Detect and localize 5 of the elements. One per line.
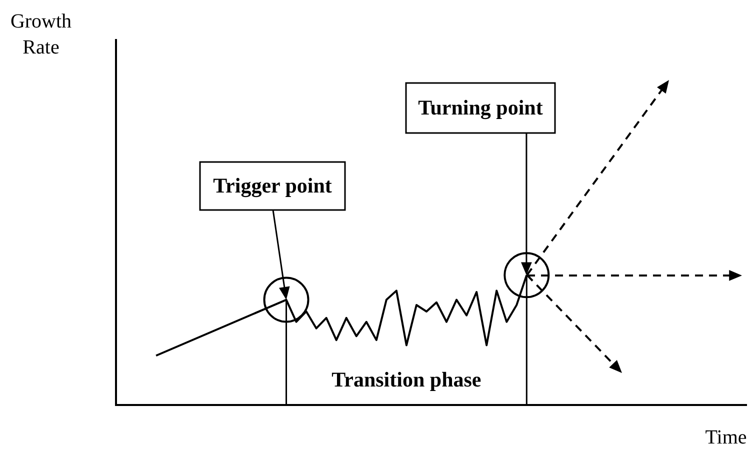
text: Growth Rate xyxy=(10,10,72,58)
x-axis-title: Time xyxy=(705,426,747,448)
annotation: Transition phase xyxy=(332,367,482,392)
text: Trigger point xyxy=(213,173,332,198)
text: Turning point xyxy=(418,95,543,120)
